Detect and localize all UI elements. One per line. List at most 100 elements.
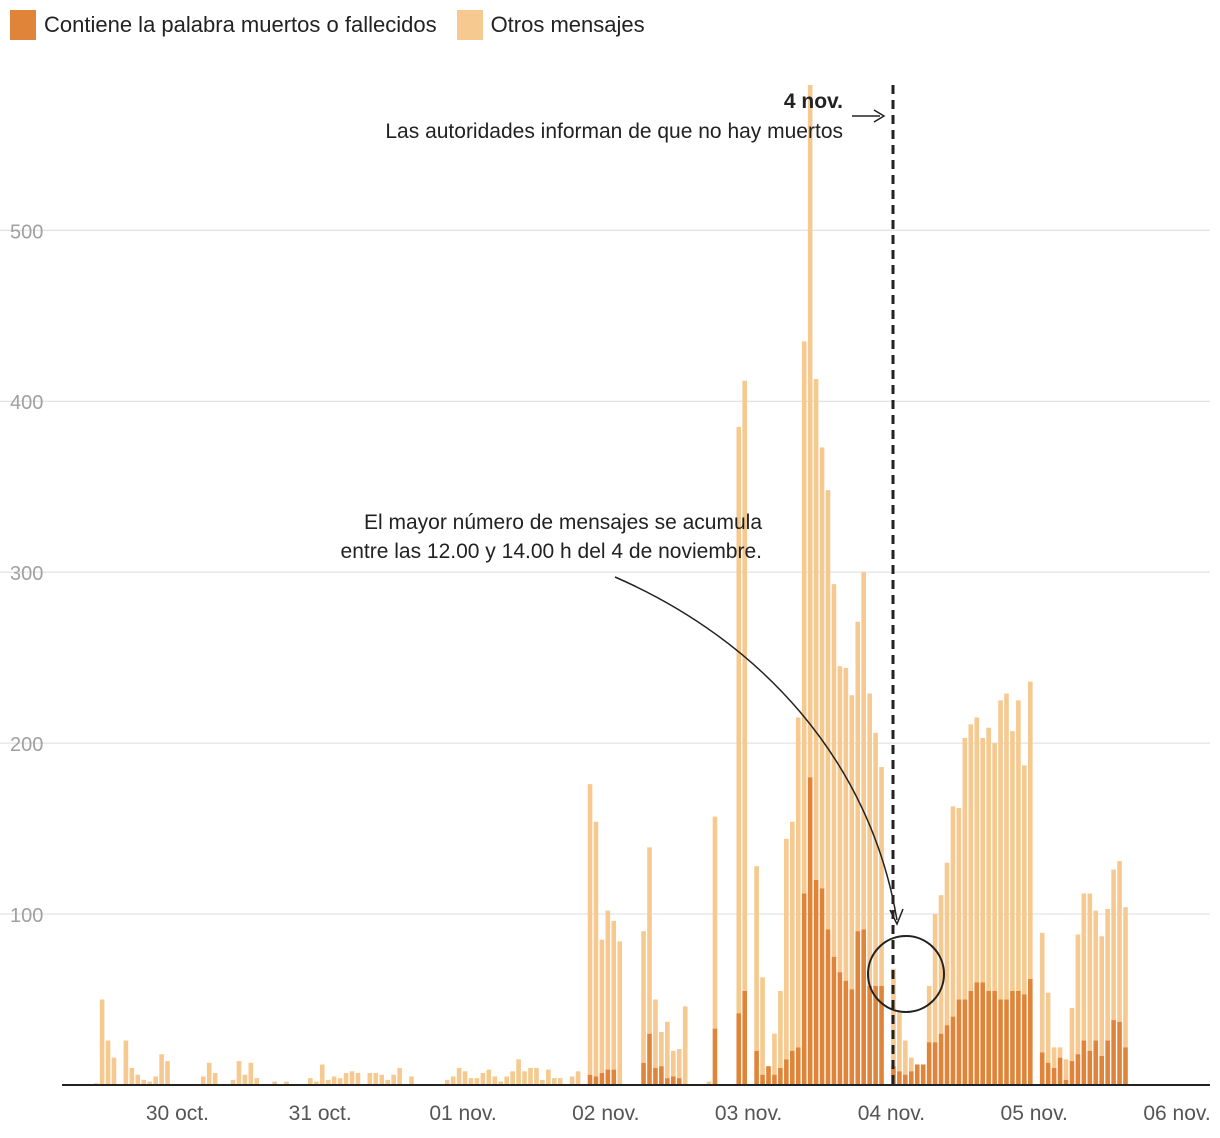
bar-other [486,1069,492,1085]
bar-other [665,1021,670,1079]
bar-other [1004,693,1009,1000]
bar-deaths [855,931,861,1086]
bar-other [1010,731,1015,991]
legend-item-deaths: Contiene la palabra muertos o fallecidos [10,10,437,40]
bar-other [599,939,605,1074]
bar-deaths [932,1042,938,1086]
bar-deaths [1123,1047,1128,1086]
bar-deaths [1117,1021,1122,1086]
bar-other [974,717,980,983]
bar-other [546,1069,551,1085]
bar-other [671,1050,676,1077]
bar-deaths [653,1067,658,1085]
x-tick-label: 05 nov. [1001,1102,1068,1125]
bar-other [498,1081,504,1086]
bar-deaths [599,1073,605,1086]
bar-other [1105,908,1110,1041]
bar-deaths [861,929,866,1086]
peak-annotation-line2: entre las 12.00 y 14.00 h del 4 de novie… [341,540,762,563]
x-tick-label: 04 nov. [858,1102,925,1125]
bar-deaths [772,1074,777,1086]
bar-other [319,1064,325,1085]
bar-other [516,1059,521,1085]
bar-other [105,1040,111,1085]
bar-other [557,1078,563,1086]
bar-deaths [790,1050,795,1086]
bar-deaths [873,985,878,1086]
y-tick-label: 400 [10,392,43,414]
bar-other [331,1076,337,1086]
bar-other [135,1074,141,1086]
legend-swatch-deaths [10,10,36,40]
bar-other [480,1073,486,1086]
bar-other [605,910,611,1070]
bar-other [367,1073,373,1086]
bar-other [1099,936,1104,1056]
bar-deaths [801,893,807,1085]
bar-other [1111,869,1116,1021]
annotations: 4 nov. Las autoridades informan de que n… [341,85,945,1085]
bar-other [659,1032,664,1067]
peak-arrow-head [889,908,904,926]
bar-other [236,1061,242,1085]
bar-other [462,1071,468,1086]
bar-other [397,1067,402,1085]
bar-other [772,1033,777,1075]
bar-deaths [998,999,1003,1085]
bar-other [795,717,801,1048]
bar-other [409,1076,414,1086]
bar-deaths [914,1064,920,1085]
bar-other [200,1076,206,1086]
bar-other [843,667,849,981]
bar-deaths [1010,990,1015,1086]
bar-other [790,821,795,1051]
bar-deaths [754,1050,759,1086]
bar-deaths [1111,1020,1116,1086]
bar-other [206,1062,212,1085]
x-tick-label: 01 nov. [429,1102,496,1125]
bar-other [950,806,956,1017]
bar-other [962,737,968,1000]
legend-item-other: Otros mensajes [456,10,645,40]
bar-deaths [1087,1050,1093,1086]
bar-other [242,1074,248,1086]
bar-other [647,847,652,1034]
bar-other [1028,681,1033,980]
bar-other [1016,700,1021,991]
bar-other [540,1079,545,1086]
bar-deaths [897,1071,902,1086]
bar-other [99,999,105,1085]
x-tick-label: 03 nov. [715,1102,782,1125]
bar-other [861,572,866,930]
bar-other [641,931,646,1063]
bar-other [552,1078,557,1086]
bar-other [992,743,997,991]
bar-other [778,990,783,1068]
bar-deaths [1039,1052,1045,1086]
bar-other [355,1073,361,1086]
bar-other [575,1071,581,1086]
bar-other [569,1076,575,1086]
bar-deaths [980,982,985,1085]
bar-deaths [1069,1061,1075,1085]
bar-deaths [1075,1054,1081,1086]
bar-other [450,1076,456,1086]
bar-deaths [641,1062,646,1085]
bar-deaths [778,1067,783,1085]
bar-other [986,727,991,991]
bar-deaths [909,1071,914,1086]
bar-deaths [760,1074,765,1086]
bar-other [849,695,855,990]
bar-other [873,732,878,986]
bar-other [1069,1008,1075,1062]
bar-deaths [992,990,997,1086]
bar-deaths [665,1078,670,1086]
bar-deaths [831,956,837,1086]
bar-other [682,1006,688,1085]
bar-other [308,1078,313,1086]
bar-other [373,1073,379,1086]
bar-other [474,1078,480,1086]
bar-deaths [647,1033,652,1085]
bar-other [230,1079,236,1086]
